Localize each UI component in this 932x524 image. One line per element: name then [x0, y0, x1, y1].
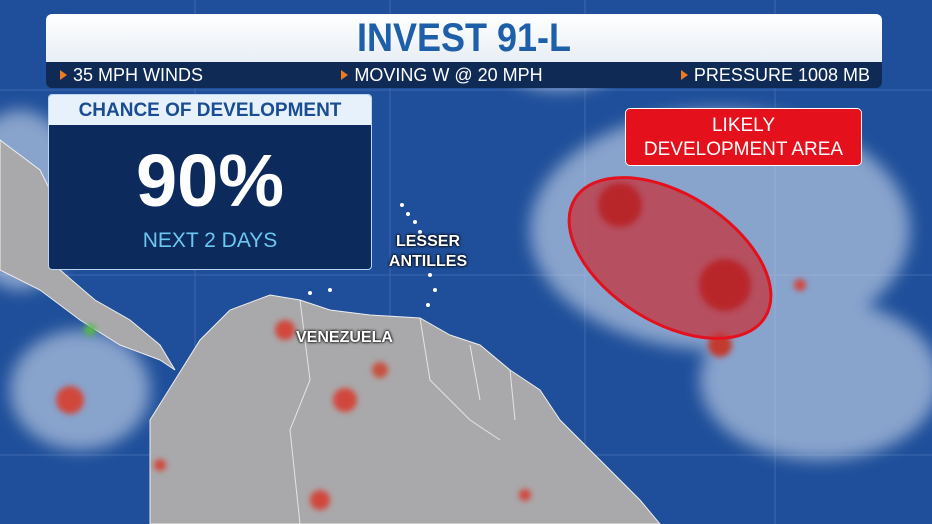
land-south-america — [149, 294, 661, 524]
label-line: ANTILLES — [388, 253, 468, 270]
storm-title: INVEST 91-L — [356, 16, 572, 60]
stat-winds: 35 MPH WINDS — [60, 65, 203, 86]
chance-period: NEXT 2 DAYS — [142, 229, 278, 252]
borders — [289, 299, 516, 524]
lesser-antilles-islands — [308, 203, 437, 307]
likely-line-2: DEVELOPMENT AREA — [643, 139, 844, 160]
label-lesser-antilles: LESSER ANTILLES — [378, 232, 478, 272]
arrow-icon — [680, 70, 688, 80]
arrow-icon — [60, 70, 67, 80]
likely-line-1: LIKELY — [711, 115, 776, 136]
label-venezuela: VENEZUELA — [296, 329, 393, 346]
likely-development-label: LIKELY DEVELOPMENT AREA — [625, 108, 862, 166]
chance-of-development-box: CHANCE OF DEVELOPMENT 90% NEXT 2 DAYS — [48, 94, 372, 270]
stat-text: MOVING W @ 20 MPH — [354, 64, 543, 85]
chance-heading: CHANCE OF DEVELOPMENT — [49, 95, 371, 125]
stats-bar: 35 MPH WINDS MOVING W @ 20 MPH PRESSURE … — [46, 62, 882, 88]
label-line: LESSER — [395, 233, 460, 250]
chance-value: 90% — [135, 139, 285, 222]
arrow-icon — [341, 70, 349, 80]
development-area — [567, 176, 773, 340]
stat-movement: MOVING W @ 20 MPH — [341, 64, 543, 86]
stat-text: PRESSURE 1008 MB — [693, 64, 870, 85]
stat-text: 35 MPH WINDS — [73, 64, 204, 85]
stat-pressure: PRESSURE 1008 MB — [680, 64, 870, 86]
title-bar: INVEST 91-L — [46, 14, 882, 62]
storm-cells — [56, 279, 806, 510]
